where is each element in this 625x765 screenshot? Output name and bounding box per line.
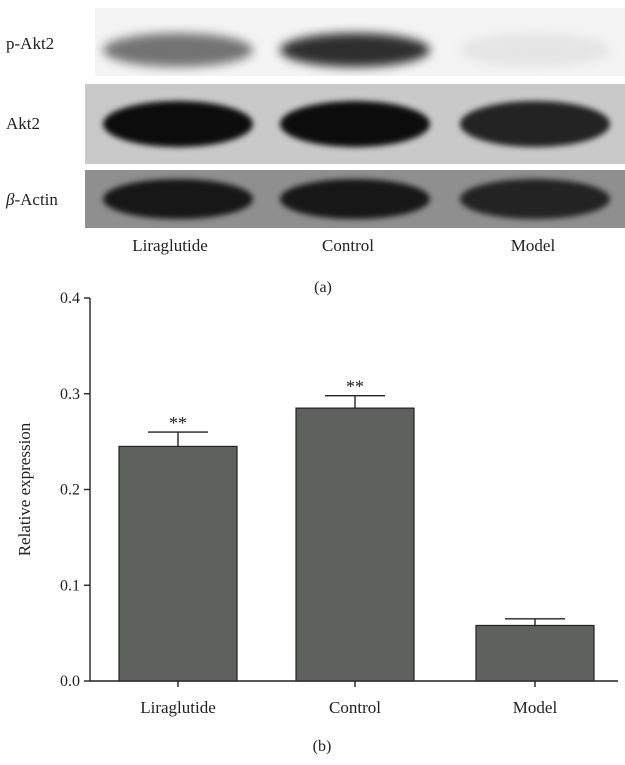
blot-strip-p-akt2 <box>95 8 625 76</box>
blot-row-label-akt2: Akt2 <box>6 114 40 133</box>
blot-band <box>103 179 253 219</box>
chart-bars <box>118 394 595 682</box>
x-tick-label: Liraglutide <box>140 698 216 717</box>
significance-annotation: ** <box>169 413 187 433</box>
x-tick-label: Control <box>329 698 381 717</box>
bar <box>475 624 595 682</box>
blot-strip-akt2 <box>85 84 625 164</box>
blot-band <box>460 179 610 219</box>
blot-band <box>103 101 253 147</box>
blot-band <box>103 33 253 67</box>
lane-label-liraglutide: Liraglutide <box>132 236 208 255</box>
bar <box>118 445 238 682</box>
significance-annotation: ** <box>346 377 364 397</box>
blot-strip-beta-actin <box>85 170 625 228</box>
y-tick-label: 0.3 <box>60 386 80 403</box>
blot-band <box>460 33 610 67</box>
x-tick-label: Model <box>513 698 558 717</box>
panel-label-a: (a) <box>314 279 332 296</box>
lane-label-control: Control <box>322 236 374 255</box>
y-tick-label: 0.4 <box>60 290 80 307</box>
blot-band <box>280 101 430 147</box>
y-tick-label: 0.0 <box>60 673 80 690</box>
blot-row-label-beta-actin: β-Actin <box>6 190 58 209</box>
y-axis-label: Relative expression <box>15 422 34 556</box>
bar <box>295 407 415 682</box>
blot-band <box>280 179 430 219</box>
panel-label-b: (b) <box>312 738 332 755</box>
y-tick-label: 0.2 <box>60 482 80 499</box>
blot-row-label-p-akt2: p-Akt2 <box>6 34 55 53</box>
blot-band <box>280 33 430 67</box>
y-tick-label: 0.1 <box>60 577 80 594</box>
blot-band <box>460 101 610 147</box>
chart-labels: 0.0 0.1 0.2 0.3 0.4 Liraglutide Control Model **… <box>15 290 557 717</box>
lane-label-model: Model <box>510 236 556 255</box>
